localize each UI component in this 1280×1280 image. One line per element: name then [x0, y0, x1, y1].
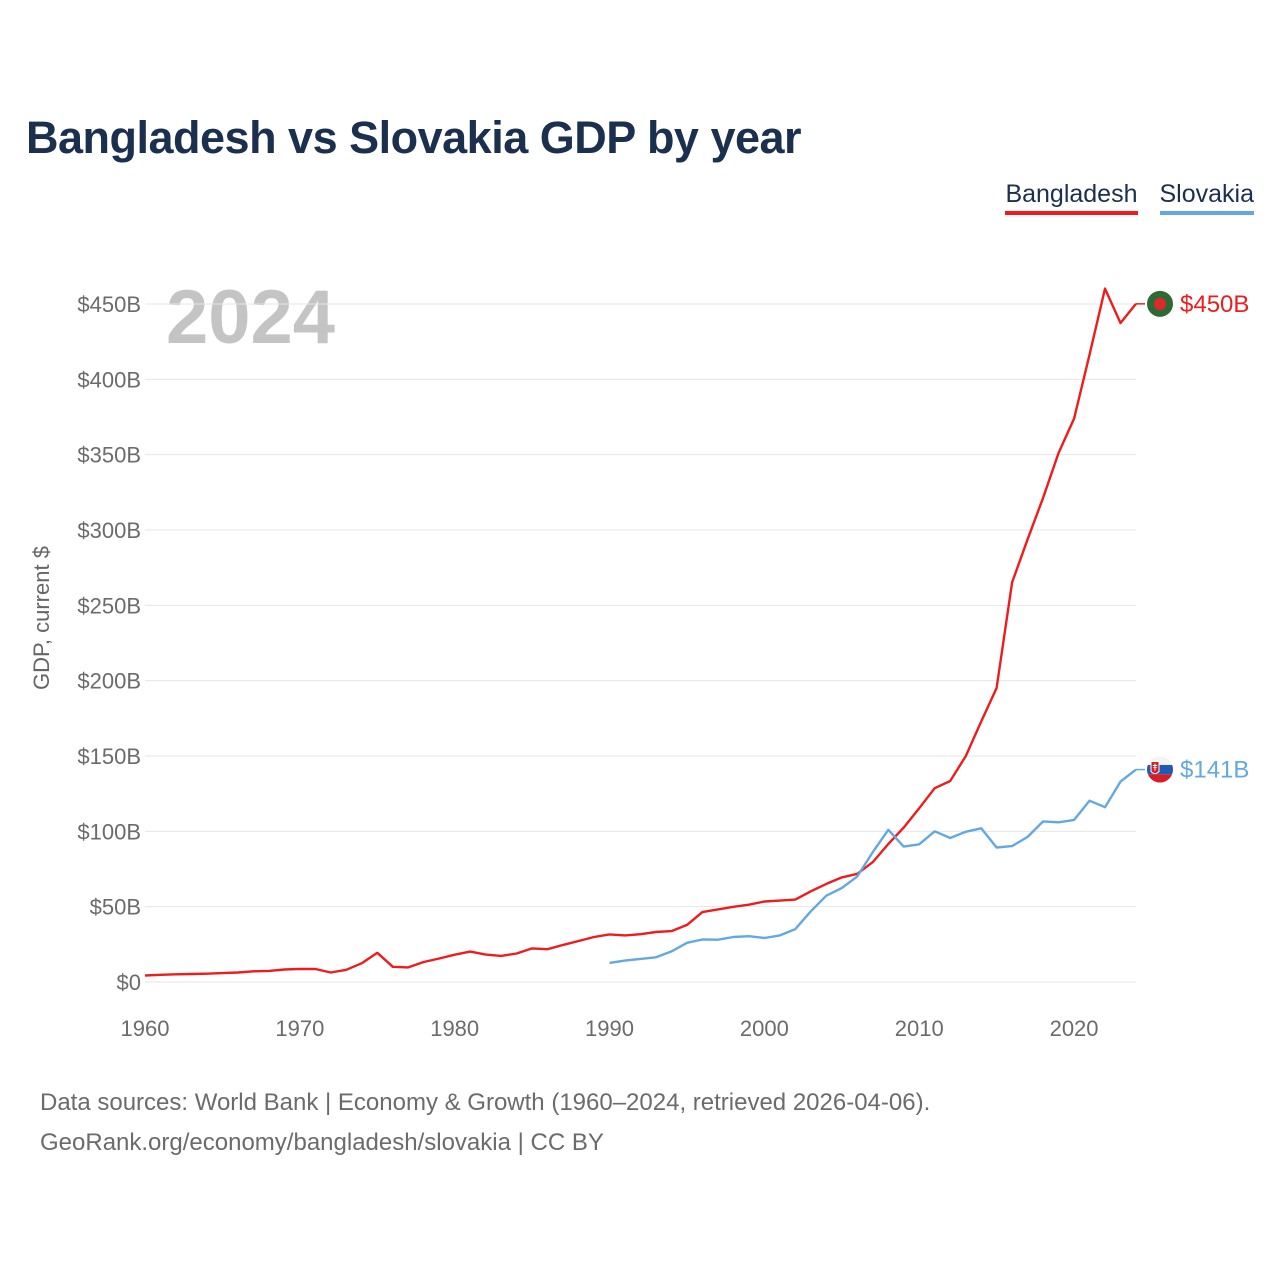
x-axis-ticks: 1960 1970 1980 1990 2000 2010 2020	[121, 1016, 1099, 1041]
y-tick-label: $50B	[90, 895, 141, 920]
bangladesh-flag-icon	[1145, 288, 1175, 319]
x-tick-label: 1980	[430, 1016, 479, 1041]
legend-item-bangladesh[interactable]: Bangladesh	[1005, 180, 1138, 215]
y-tick-label: $400B	[77, 367, 141, 392]
y-tick-label: $200B	[77, 669, 141, 694]
y-tick-label: $350B	[77, 443, 141, 468]
series-lines: $450B $141B	[144, 287, 1249, 977]
y-tick-label: $100B	[77, 819, 141, 844]
year-watermark: 2024	[166, 275, 336, 360]
source-link[interactable]: GeoRank.org/economy/bangladesh/slovakia …	[40, 1129, 604, 1156]
grid-lines	[145, 303, 1136, 983]
footer: Data sources: World Bank | Economy & Gro…	[40, 1083, 930, 1163]
chart-title: Bangladesh vs Slovakia GDP by year	[26, 112, 802, 163]
x-tick-label: 1970	[275, 1016, 324, 1041]
end-markers	[1145, 288, 1175, 785]
legend-item-slovakia[interactable]: Slovakia	[1159, 180, 1254, 215]
y-tick-label: $250B	[77, 593, 141, 618]
slovakia-flag-icon	[1145, 754, 1175, 785]
series-line-bangladesh[interactable]	[144, 287, 1137, 977]
x-tick-label: 2010	[895, 1016, 944, 1041]
x-tick-label: 1960	[121, 1016, 170, 1041]
y-tick-label: $150B	[77, 744, 141, 769]
y-tick-label: $300B	[77, 518, 141, 543]
y-tick-label: $450B	[77, 292, 141, 317]
legend: Bangladesh Slovakia	[1005, 180, 1254, 215]
x-tick-label: 2020	[1050, 1016, 1099, 1041]
series-line-slovakia[interactable]	[609, 768, 1137, 965]
end-value-label-bangladesh: $450B	[1180, 291, 1249, 318]
x-tick-label: 1990	[585, 1016, 634, 1041]
x-tick-label: 2000	[740, 1016, 789, 1041]
y-axis-ticks: $0 $50B $100B $150B $200B $250B $300B $350B $400…	[77, 292, 141, 995]
data-sources-text: Data sources: World Bank | Economy & Gro…	[40, 1089, 931, 1116]
y-tick-label: $0	[117, 970, 141, 995]
end-value-label-slovakia: $141B	[1180, 757, 1249, 784]
